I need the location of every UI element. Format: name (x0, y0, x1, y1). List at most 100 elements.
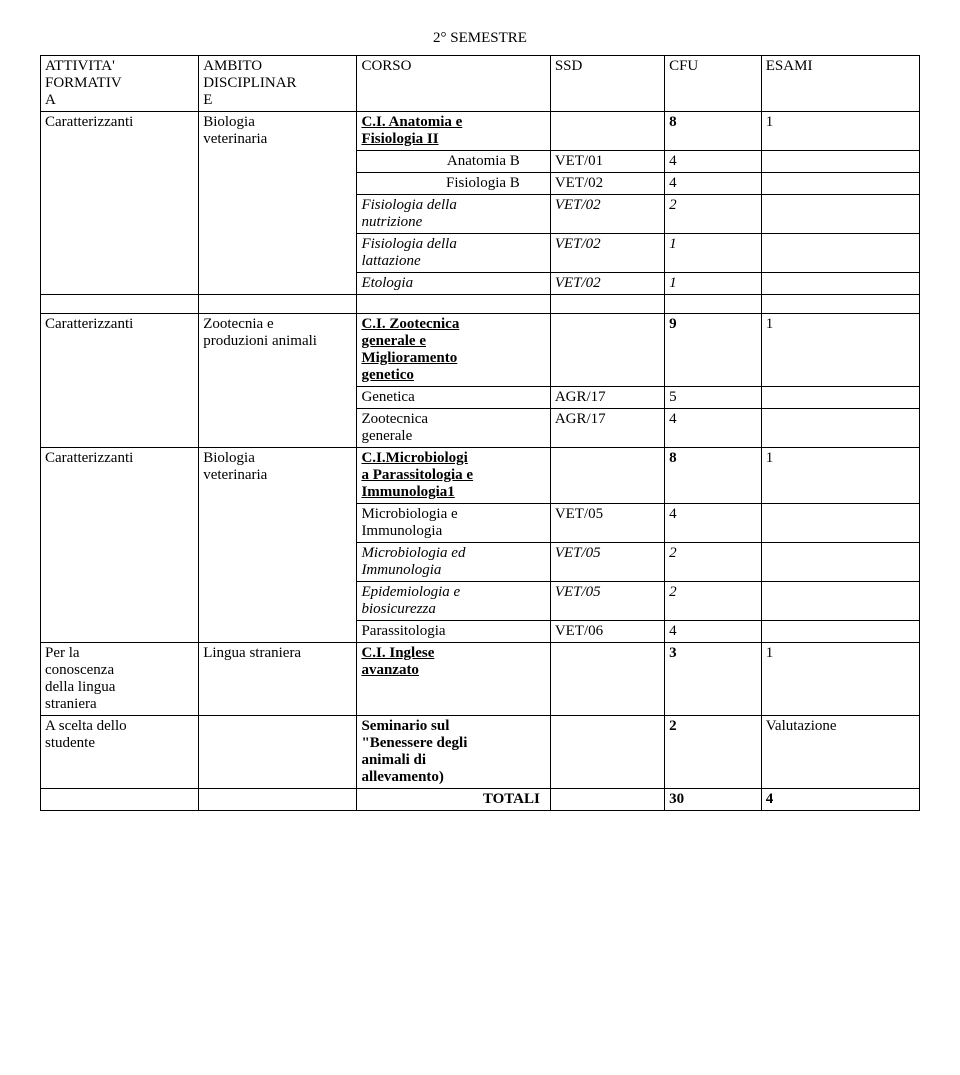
cell-attivita: A scelta dello studente (41, 716, 199, 789)
cell-cfu: 4 (665, 621, 762, 643)
cell-corso: C.I. Inglese avanzato (357, 643, 550, 716)
cell-ssd: AGR/17 (550, 387, 664, 409)
cell-text: Biologia (203, 450, 255, 466)
cell-ssd: VET/02 (550, 195, 664, 234)
cell-text: Fisiologia II (361, 131, 438, 147)
cell-attivita: Caratterizzanti (41, 112, 199, 295)
cell-text: Zootecnica (361, 411, 428, 427)
cell-text: Microbiologia ed (361, 545, 465, 561)
cell-text: veterinaria (203, 467, 267, 483)
hdr-text: FORMATIV (45, 75, 122, 91)
cell-attivita: Caratterizzanti (41, 314, 199, 448)
cell-ssd (550, 643, 664, 716)
header-cfu: CFU (665, 56, 762, 112)
cell-ssd (550, 716, 664, 789)
cell-cfu: 8 (665, 448, 762, 504)
cell-ambito: Lingua straniera (199, 643, 357, 716)
cell-ssd: VET/02 (550, 173, 664, 195)
cell-cfu: 4 (665, 504, 762, 543)
header-attivita: ATTIVITA' FORMATIV A (41, 56, 199, 112)
cell-text: Microbiologia e (361, 506, 457, 522)
cell-cfu: 5 (665, 387, 762, 409)
cell-text: Biologia (203, 114, 255, 130)
cell-ssd (550, 314, 664, 387)
cell-corso: Seminario sul "Benessere degli animali d… (357, 716, 550, 789)
cell-ambito (199, 789, 357, 811)
cell-attivita (41, 789, 199, 811)
table-row-total: TOTALI 30 4 (41, 789, 920, 811)
cell-text: avanzato (361, 662, 419, 678)
cell-esami: Valutazione (761, 716, 919, 789)
cell-corso: Fisiologia B (357, 173, 550, 195)
cell-corso: Genetica (357, 387, 550, 409)
cell-esami (761, 504, 919, 543)
table-row: Caratterizzanti Biologia veterinaria C.I… (41, 448, 920, 504)
cell-text: generale (361, 428, 412, 444)
cell-corso: Microbiologia e Immunologia (357, 504, 550, 543)
cell-text: genetico (361, 367, 413, 383)
cell-text: conoscenza (45, 662, 114, 678)
cell-text: Per la (45, 645, 80, 661)
cell-esami: 1 (761, 448, 919, 504)
cell-cfu: 2 (665, 195, 762, 234)
cell-text: nutrizione (361, 214, 422, 230)
cell-esami (761, 582, 919, 621)
cell-esami: 1 (761, 112, 919, 151)
cell-esami (761, 195, 919, 234)
cell-corso: C.I. Anatomia e Fisiologia II (357, 112, 550, 151)
cell-esami (761, 409, 919, 448)
header-corso: CORSO (357, 56, 550, 112)
hdr-text: ATTIVITA' (45, 58, 115, 74)
cell-text: "Benessere degli (361, 735, 467, 751)
cell-text: Miglioramento (361, 350, 457, 366)
cell-esami: 1 (761, 643, 919, 716)
table-header-row: ATTIVITA' FORMATIV A AMBITO DISCIPLINAR … (41, 56, 920, 112)
header-esami: ESAMI (761, 56, 919, 112)
cell-corso: Zootecnica generale (357, 409, 550, 448)
cell-ambito: Zootecnia e produzioni animali (199, 314, 357, 448)
cell-text: straniera (45, 696, 97, 712)
cell-cfu: 3 (665, 643, 762, 716)
cell-cfu: 9 (665, 314, 762, 387)
cell-corso: Parassitologia (357, 621, 550, 643)
cell-cfu: 1 (665, 234, 762, 273)
table-row: Caratterizzanti Zootecnia e produzioni a… (41, 314, 920, 387)
table-row-spacer (41, 295, 920, 314)
page-title: 2° SEMESTRE (40, 30, 920, 47)
cell-attivita: Per la conoscenza della lingua straniera (41, 643, 199, 716)
cell-text: Immunologia1 (361, 484, 454, 500)
cell-esami (761, 387, 919, 409)
cell-corso: Microbiologia ed Immunologia (357, 543, 550, 582)
cell-cfu: 8 (665, 112, 762, 151)
cell-corso-total: TOTALI (357, 789, 550, 811)
cell-text: studente (45, 735, 95, 751)
cell-ssd: VET/05 (550, 504, 664, 543)
cell-text: Fisiologia della (361, 197, 456, 213)
cell-text: lattazione (361, 253, 420, 269)
cell-ssd: VET/02 (550, 234, 664, 273)
cell-esami (761, 151, 919, 173)
cell-ssd: VET/01 (550, 151, 664, 173)
cell-cfu: 2 (665, 582, 762, 621)
cell-cfu: 2 (665, 716, 762, 789)
cell-esami (761, 621, 919, 643)
cell-text: biosicurezza (361, 601, 435, 617)
cell-ambito (199, 716, 357, 789)
cell-text: veterinaria (203, 131, 267, 147)
cell-cfu: 1 (665, 273, 762, 295)
cell-esami (761, 173, 919, 195)
cell-ssd (550, 112, 664, 151)
cell-esami (761, 234, 919, 273)
cell-text: generale e (361, 333, 426, 349)
cell-text: C.I.Microbiologi (361, 450, 467, 466)
table-row: A scelta dello studente Seminario sul "B… (41, 716, 920, 789)
header-ambito: AMBITO DISCIPLINAR E (199, 56, 357, 112)
cell-corso: Fisiologia della nutrizione (357, 195, 550, 234)
cell-corso: Fisiologia della lattazione (357, 234, 550, 273)
cell-ssd: VET/05 (550, 582, 664, 621)
cell-ssd: AGR/17 (550, 409, 664, 448)
cell-attivita: Caratterizzanti (41, 448, 199, 643)
cell-text: a Parassitologia e (361, 467, 473, 483)
hdr-text: AMBITO (203, 58, 262, 74)
cell-corso: Epidemiologia e biosicurezza (357, 582, 550, 621)
